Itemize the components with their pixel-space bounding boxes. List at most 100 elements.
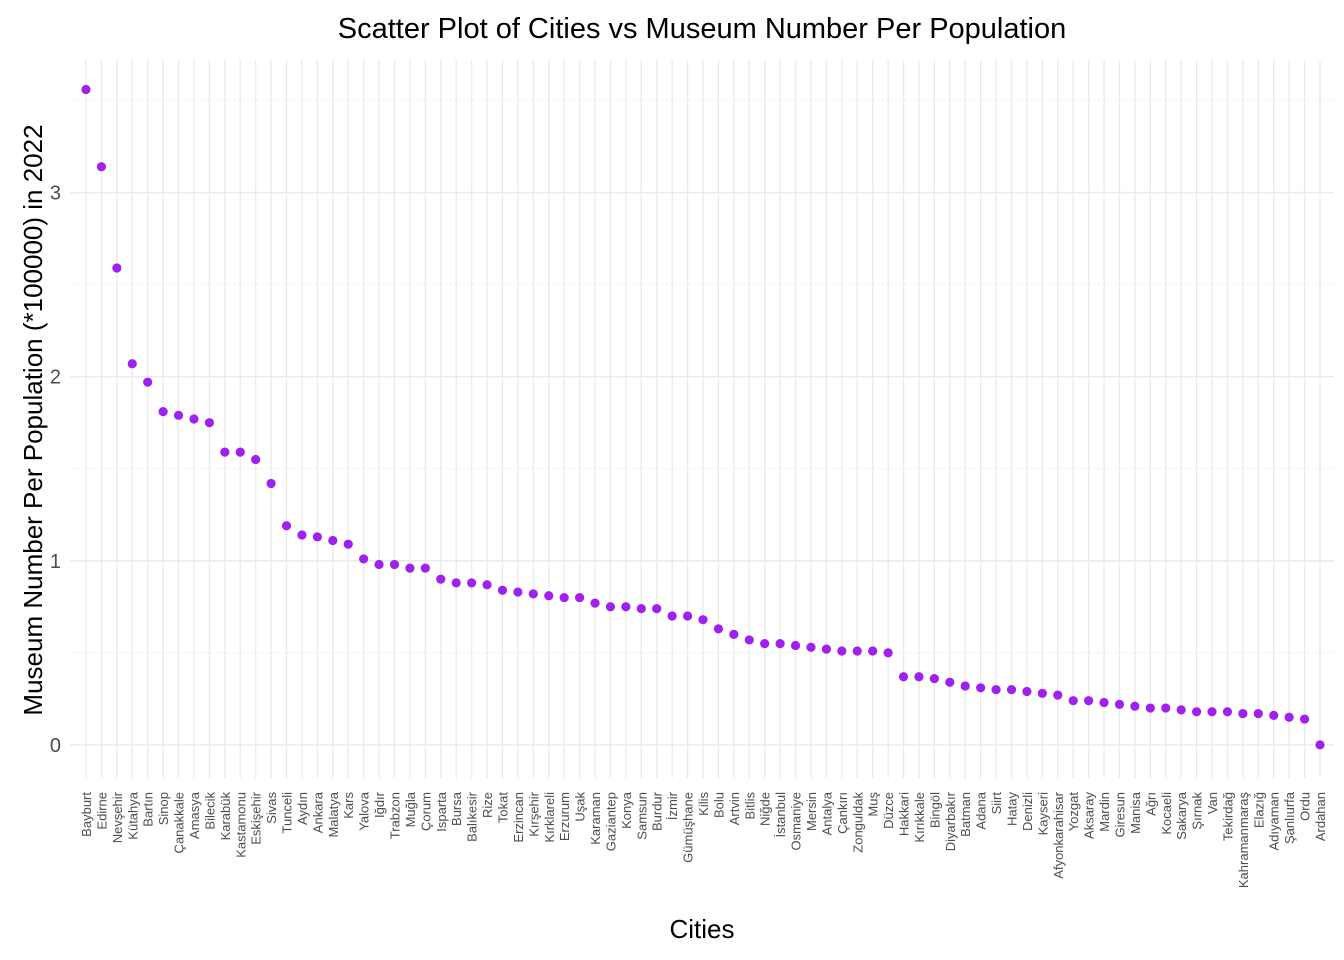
x-tick-label: Amasya [187,791,202,839]
data-point [729,629,739,640]
x-tick-label: Mersin [804,792,819,831]
data-point [235,447,245,457]
x-tick-label: Karaman [588,792,603,845]
x-tick-label: Bolu [711,792,726,818]
data-point [790,640,801,651]
x-tick-label: Sivas [264,792,279,824]
data-point [713,624,724,634]
x-tick-label: Bartın [141,792,156,827]
data-point [590,598,600,608]
x-tick-label: Şırnak [1190,792,1205,830]
data-point [652,604,662,614]
data-point [281,521,292,531]
x-tick-label: Tunceli [280,792,295,834]
data-point [81,84,91,95]
data-point [374,559,384,570]
data-point [1022,686,1032,697]
x-tick-label: Kırşehir [526,791,541,836]
data-point [605,602,616,612]
x-tick-label: Siirt [989,792,1004,815]
x-tick-label: Iğdır [372,791,387,818]
data-point [1176,705,1186,715]
data-point [189,414,199,424]
data-point [914,672,924,682]
x-tick-label: Kahramanmaraş [1236,792,1251,889]
data-point [513,587,523,597]
data-point [482,580,492,590]
x-tick-label: Kırıkkale [912,792,927,843]
x-tick-label: Bitlis [742,792,757,820]
data-point [359,554,369,564]
data-point [251,454,261,465]
x-tick-label: Kayseri [1035,792,1050,835]
x-tick-label: Adana [974,791,989,829]
x-tick-label: Balıkesir [465,791,480,842]
data-point [1299,714,1310,724]
x-tick-label: Sakarya [1174,791,1189,839]
x-tick-label: Kocaeli [1159,792,1174,835]
data-point [1253,708,1263,719]
x-tick-label: Erzincan [511,792,526,843]
x-tick-label: Hakkari [897,792,912,836]
data-point [143,377,153,387]
x-tick-label: Niğde [758,792,773,826]
data-point [451,578,461,588]
x-tick-label: Ordu [1298,792,1313,821]
data-point [312,532,322,542]
x-tick-label: Düzce [881,792,896,829]
data-point [1145,703,1155,713]
data-point [1084,696,1094,706]
data-point [497,585,508,595]
x-tick-label: Muğla [403,791,418,827]
x-tick-label: Giresun [1112,792,1127,838]
data-point [1269,710,1279,721]
x-tick-label: Şanlıurfa [1282,791,1297,844]
data-point [204,418,214,428]
x-tick-label: Karabük [218,792,233,841]
x-tick-label: Kilis [696,792,711,816]
x-tick-label: Gümüşhane [681,792,696,863]
x-axis-title: Cities [669,914,734,944]
data-point [127,359,137,369]
x-tick-label: Samsun [634,792,649,840]
x-tick-label: Bayburt [79,792,94,837]
data-point [575,592,585,603]
y-tick-label: 3 [50,183,61,205]
x-tick-label: Çankırı [835,792,850,834]
data-point [343,539,353,549]
x-tick-label: Batman [958,792,973,837]
data-point [467,578,477,588]
x-tick-label: Kütahya [125,791,140,839]
x-tick-label: Denizli [1020,792,1035,831]
data-point [837,646,847,656]
x-tick-label: Bursa [449,791,464,826]
x-tick-label: Zonguldak [850,792,865,853]
chart-title: Scatter Plot of Cities vs Museum Number … [338,13,1067,45]
data-point [1099,697,1109,708]
data-point [991,685,1001,695]
data-point [698,615,708,625]
data-point [682,611,693,621]
data-point [1068,696,1078,706]
x-tick-label: Rize [480,792,495,818]
data-point [636,604,646,614]
x-tick-label: Kars [341,792,356,819]
data-point [158,407,168,417]
y-tick-label: 1 [50,551,61,573]
x-tick-label: Malatya [326,791,341,837]
grid [70,60,1334,778]
x-tick-label: Elazığ [1251,792,1266,828]
x-tick-labels: Bayburt Edirne Nevşehir Kütahya Bartın Sinop Ç… [79,791,1328,888]
x-tick-label: Isparta [434,791,449,832]
x-tick-label: Gaziantep [603,792,618,851]
data-point [945,677,955,687]
y-axis-title: Museum Number Per Population (*100000) i… [18,124,48,715]
data-point [1192,707,1202,717]
x-tick-label: Yozgat [1066,792,1081,832]
data-point [929,673,939,684]
data-point [821,644,832,654]
data-point [112,263,122,273]
y-tick-labels: 0 1 2 3 [50,183,61,757]
data-point [96,162,107,172]
